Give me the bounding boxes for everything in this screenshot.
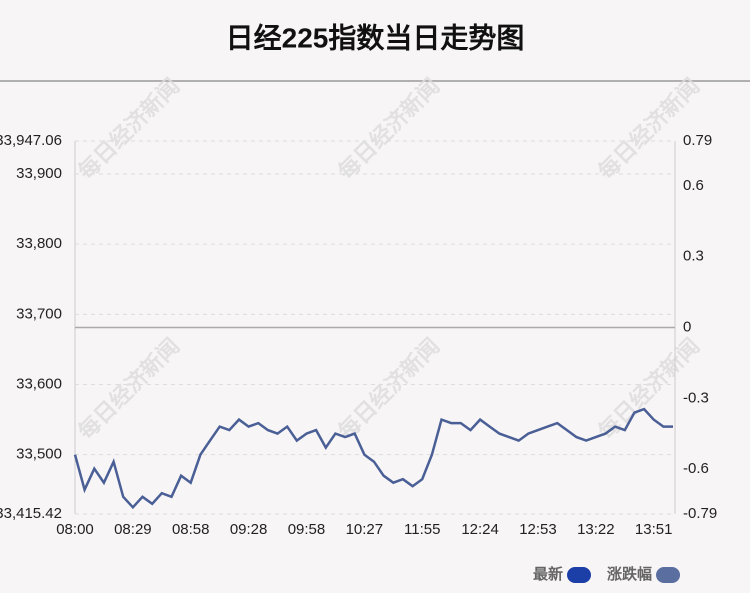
chart-title: 日经225指数当日走势图 (226, 21, 525, 53)
y-tick-label: 33,947.06 (0, 132, 62, 149)
legend-label: 最新 (533, 565, 563, 583)
series-line (73, 407, 673, 510)
x-tick-label: 08:00 (56, 521, 94, 538)
y-tick-label: 33,700 (16, 305, 62, 322)
legend-label: 涨跌幅 (607, 565, 652, 583)
x-tick-label: 12:24 (461, 521, 499, 538)
y2-tick-label: 0.6 (683, 177, 704, 194)
x-tick-label: 08:29 (114, 521, 152, 538)
x-tick-label: 10:27 (346, 521, 384, 538)
x-tick-label: 13:51 (635, 521, 673, 538)
x-tick-label: 11:55 (404, 521, 440, 538)
x-tick-label: 08:58 (172, 521, 210, 538)
y-tick-label: 33,600 (16, 375, 62, 392)
y2-tick-label: -0.79 (683, 505, 717, 522)
y-tick-label: 33,800 (16, 235, 62, 252)
y2-tick-label: -0.6 (683, 460, 709, 477)
y2-tick-label: 0.3 (683, 248, 704, 265)
legend-swatch (656, 567, 681, 583)
x-tick-label: 12:53 (519, 521, 557, 538)
x-tick-label: 09:58 (288, 521, 326, 538)
x-tick-label: 13:22 (577, 521, 615, 538)
y2-tick-label: -0.3 (683, 389, 709, 406)
y-tick-label: 33,900 (16, 165, 62, 182)
y-tick-label: 33,500 (16, 446, 62, 463)
y2-tick-label: 0 (683, 318, 691, 335)
x-tick-label: 09:28 (230, 521, 268, 538)
legend-swatch (567, 567, 592, 583)
y2-tick-label: 0.79 (683, 132, 712, 149)
y-tick-label: 33,415.42 (0, 505, 62, 522)
